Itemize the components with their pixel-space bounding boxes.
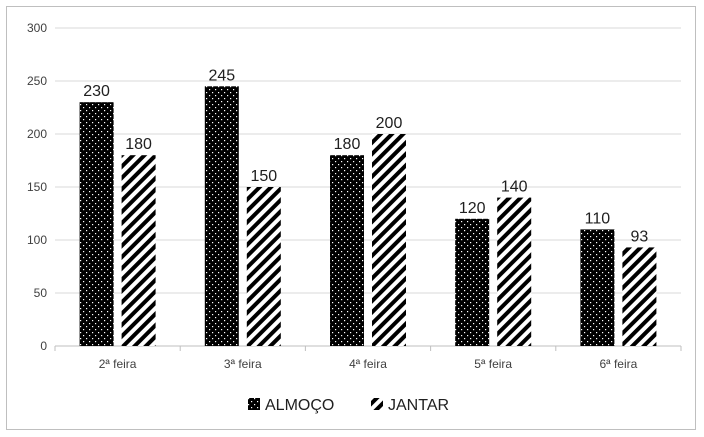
data-label-jantar-4: 200 — [376, 115, 403, 132]
data-labels: 230 180 245 150 180 200 120 140 110 93 — [83, 67, 648, 245]
y-tick-label-50: 50 — [34, 286, 48, 300]
bar-almoco-5 — [455, 218, 490, 346]
bar-jantar-3 — [246, 187, 281, 346]
x-tick-label-2: 2ª feira — [99, 357, 137, 371]
y-tick-label-100: 100 — [27, 233, 47, 247]
bar-jantar-2 — [121, 155, 156, 346]
data-label-jantar-5: 140 — [501, 179, 528, 196]
data-label-almoco-3: 245 — [208, 67, 235, 84]
chart-frame: 0 50 100 150 200 250 300 230 180 245 150 180 200 120… — [6, 6, 696, 430]
bar-almoco-4 — [330, 155, 364, 346]
legend-label-almoco: ALMOÇO — [265, 397, 334, 414]
bars — [79, 86, 657, 347]
bar-almoco-6 — [580, 229, 615, 346]
y-axis-ticks: 0 50 100 150 200 250 300 — [27, 21, 47, 353]
legend-swatch-almoco — [248, 398, 260, 410]
bar-jantar-4 — [372, 134, 406, 346]
legend-label-jantar: JANTAR — [388, 397, 449, 414]
legend-item-jantar: JANTAR — [371, 397, 449, 414]
bar-jantar-6 — [622, 247, 657, 346]
x-axis-ticks: 2ª feira 3ª feira 4ª feira 5ª feira 6ª feira — [54, 346, 682, 371]
x-tick-label-5: 5ª feira — [474, 357, 512, 371]
legend-item-almoco: ALMOÇO — [248, 397, 334, 414]
bar-almoco-3 — [204, 86, 239, 347]
bar-almoco-2 — [79, 102, 114, 346]
legend-swatch-jantar — [371, 398, 383, 410]
data-label-almoco-6: 110 — [585, 210, 611, 227]
y-tick-label-150: 150 — [27, 180, 47, 194]
data-label-jantar-3: 150 — [250, 168, 277, 185]
y-tick-label-200: 200 — [27, 127, 47, 141]
x-tick-label-3: 3ª feira — [224, 357, 262, 371]
bar-jantar-5 — [497, 197, 532, 346]
gridlines — [55, 27, 681, 347]
data-label-almoco-2: 230 — [83, 83, 110, 100]
x-tick-label-6: 6ª feira — [600, 357, 638, 371]
data-label-almoco-4: 180 — [334, 136, 361, 153]
legend: ALMOÇO JANTAR — [248, 397, 449, 414]
y-tick-label-250: 250 — [27, 74, 47, 88]
x-tick-label-4: 4ª feira — [349, 357, 387, 371]
bar-chart: 0 50 100 150 200 250 300 230 180 245 150 180 200 120… — [27, 21, 682, 414]
y-tick-label-0: 0 — [40, 339, 47, 353]
data-label-almoco-5: 120 — [459, 200, 486, 217]
y-tick-label-300: 300 — [27, 21, 47, 35]
data-label-jantar-6: 93 — [631, 228, 649, 245]
data-label-jantar-2: 180 — [125, 136, 152, 153]
